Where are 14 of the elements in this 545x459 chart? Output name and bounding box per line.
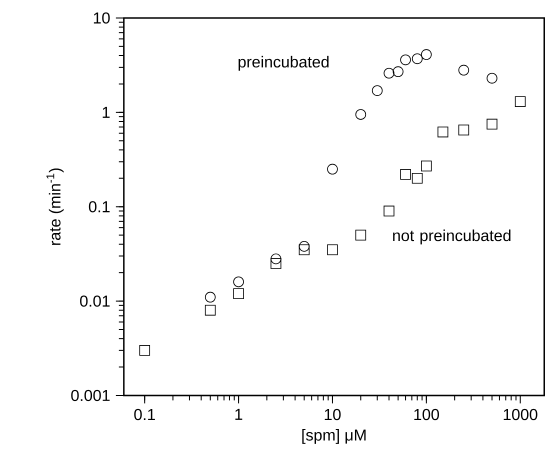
y-tick-label: 0.01 (80, 295, 110, 307)
y-axis-title: rate (min$^{-1}$) (46, 168, 64, 245)
y-tick-label: 10 (94, 12, 110, 24)
x-tick-label: 1000 (504, 408, 538, 420)
x-tick-label: 1 (235, 408, 242, 420)
x-tick-label: 10 (324, 408, 341, 420)
series-label: not preincubated (393, 229, 510, 244)
y-tick-label: 0.1 (88, 200, 110, 212)
text: preincubated (238, 56, 329, 71)
x-tick-label: 0.1 (134, 408, 155, 420)
y-tick-label: 0.001 (71, 390, 110, 401)
y-tick-label: 1 (102, 106, 110, 118)
x-tick-label: 100 (414, 408, 440, 420)
x-axis-title: [spm] μM (302, 428, 366, 444)
